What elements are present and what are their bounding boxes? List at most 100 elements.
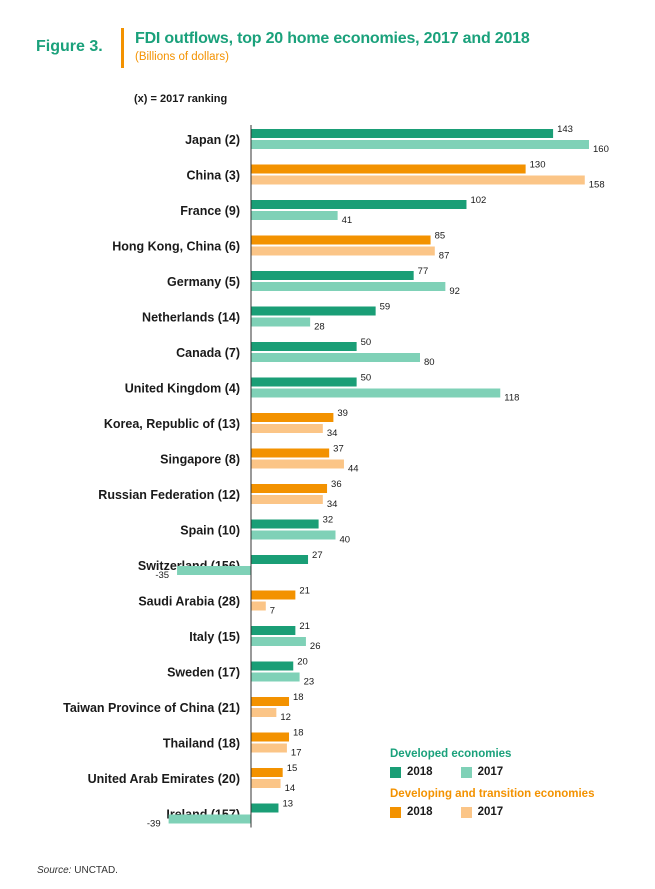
bar-2017: [251, 388, 501, 398]
bar-2018: [251, 768, 283, 777]
bar-2018: [251, 164, 526, 174]
bar-2018: [251, 200, 467, 209]
bar-2018: [251, 129, 554, 138]
value-label-2017: 41: [342, 215, 353, 226]
bar-2017: [251, 282, 446, 291]
bar-2018: [251, 306, 376, 316]
value-label-2017: 158: [589, 180, 605, 191]
value-label-2018: 13: [282, 799, 293, 810]
source-note: Source: UNCTAD.: [37, 865, 118, 876]
legend-swatch-developing-2017: [460, 806, 472, 818]
category-label: Netherlands (14): [142, 311, 240, 325]
bar-2018: [251, 732, 290, 742]
value-label-2018: 50: [361, 373, 372, 384]
value-label-2017: 7: [270, 606, 275, 617]
category-label: Italy (15): [189, 630, 240, 644]
source-text: UNCTAD.: [74, 865, 118, 876]
value-label-2017: 23: [304, 677, 315, 688]
category-label: Russian Federation (12): [98, 488, 240, 502]
value-label-2017: -39: [147, 819, 161, 830]
category-label: Spain (10): [180, 524, 240, 538]
legend-label: 2018: [407, 806, 433, 818]
bar-2017: [251, 637, 306, 646]
value-label-2017: 92: [449, 286, 460, 297]
bar-2017: [251, 140, 589, 149]
bar-2018: [251, 484, 328, 493]
value-label-2017: 44: [348, 464, 359, 475]
bar-2017: [251, 708, 277, 717]
bar-2017: [251, 743, 287, 753]
bar-2018: [251, 413, 334, 422]
bar-2017: [251, 459, 344, 469]
category-label: Taiwan Province of China (21): [63, 701, 240, 715]
ranking-note: (x) = 2017 ranking: [134, 93, 228, 105]
legend-label: 2017: [477, 766, 504, 778]
bar-2018: [251, 697, 290, 706]
category-label: Thailand (18): [163, 737, 240, 751]
value-label-2018: 59: [380, 302, 391, 313]
category-label: France (9): [180, 204, 240, 218]
value-label-2018: 130: [530, 160, 546, 171]
value-label-2018: 27: [312, 550, 323, 561]
value-label-2018: 36: [331, 479, 342, 490]
value-label-2017: -35: [155, 570, 169, 581]
bar-2018: [251, 377, 357, 387]
category-label: Germany (5): [167, 275, 240, 289]
legend-developed-title: Developed economies: [390, 748, 512, 760]
bar-2017: [168, 814, 251, 824]
category-label: Singapore (8): [160, 453, 240, 467]
bar-2017: [251, 246, 435, 256]
bar-2017: [251, 175, 585, 185]
bar-2017: [251, 424, 323, 433]
legend-developing-title: Developing and transition economies: [390, 788, 595, 800]
value-label-2018: 77: [418, 266, 429, 277]
title-divider: [121, 28, 124, 68]
bar-2017: [251, 317, 311, 327]
bar-2017: [251, 530, 336, 540]
legend-developing-row: 2018 2017: [390, 806, 594, 818]
legend-item-developed-2017: 2017: [460, 766, 504, 778]
value-label-2017: 34: [327, 428, 338, 439]
value-label-2018: 21: [299, 621, 310, 632]
value-label-2018: 85: [435, 231, 446, 242]
value-label-2017: 80: [424, 357, 435, 368]
value-label-2017: 12: [280, 712, 291, 723]
value-label-2017: 40: [340, 535, 351, 546]
value-label-2018: 37: [333, 444, 344, 455]
chart-subtitle: (Billions of dollars): [135, 51, 229, 63]
category-label: Hong Kong, China (6): [112, 240, 240, 254]
bar-2017: [251, 601, 266, 611]
value-label-2018: 32: [323, 515, 334, 526]
value-label-2018: 102: [470, 195, 486, 206]
value-label-2018: 18: [293, 692, 304, 703]
value-label-2017: 34: [327, 499, 338, 510]
bar-2017: [177, 566, 251, 575]
bar-2018: [251, 626, 296, 635]
legend-swatch-developed-2017: [460, 766, 472, 778]
bar-2018: [251, 590, 296, 600]
legend-label: 2018: [407, 766, 433, 778]
bar-2017: [251, 211, 338, 220]
bar-2017: [251, 495, 323, 504]
value-label-2017: 87: [439, 251, 450, 262]
value-label-2017: 17: [291, 748, 302, 759]
bar-2017: [251, 672, 300, 682]
bar-2018: [251, 519, 319, 529]
value-label-2017: 118: [504, 393, 519, 404]
chart-title: FDI outflows, top 20 home economies, 201…: [135, 30, 530, 47]
category-label: United Kingdom (4): [125, 382, 240, 396]
category-label: Canada (7): [176, 346, 240, 360]
value-label-2017: 14: [285, 783, 296, 794]
figure-label: Figure 3.: [36, 38, 103, 55]
value-label-2017: 160: [593, 144, 609, 155]
category-label: China (3): [187, 169, 240, 183]
bar-2017: [251, 779, 281, 788]
value-label-2018: 15: [287, 763, 298, 774]
legend-item-developed-2018: 2018: [390, 766, 433, 778]
bar-2018: [251, 235, 431, 245]
value-label-2017: 28: [314, 322, 325, 333]
bar-2017: [251, 353, 420, 362]
legend-item-developing-2017: 2017: [460, 806, 503, 818]
category-label: United Arab Emirates (20): [88, 772, 240, 786]
